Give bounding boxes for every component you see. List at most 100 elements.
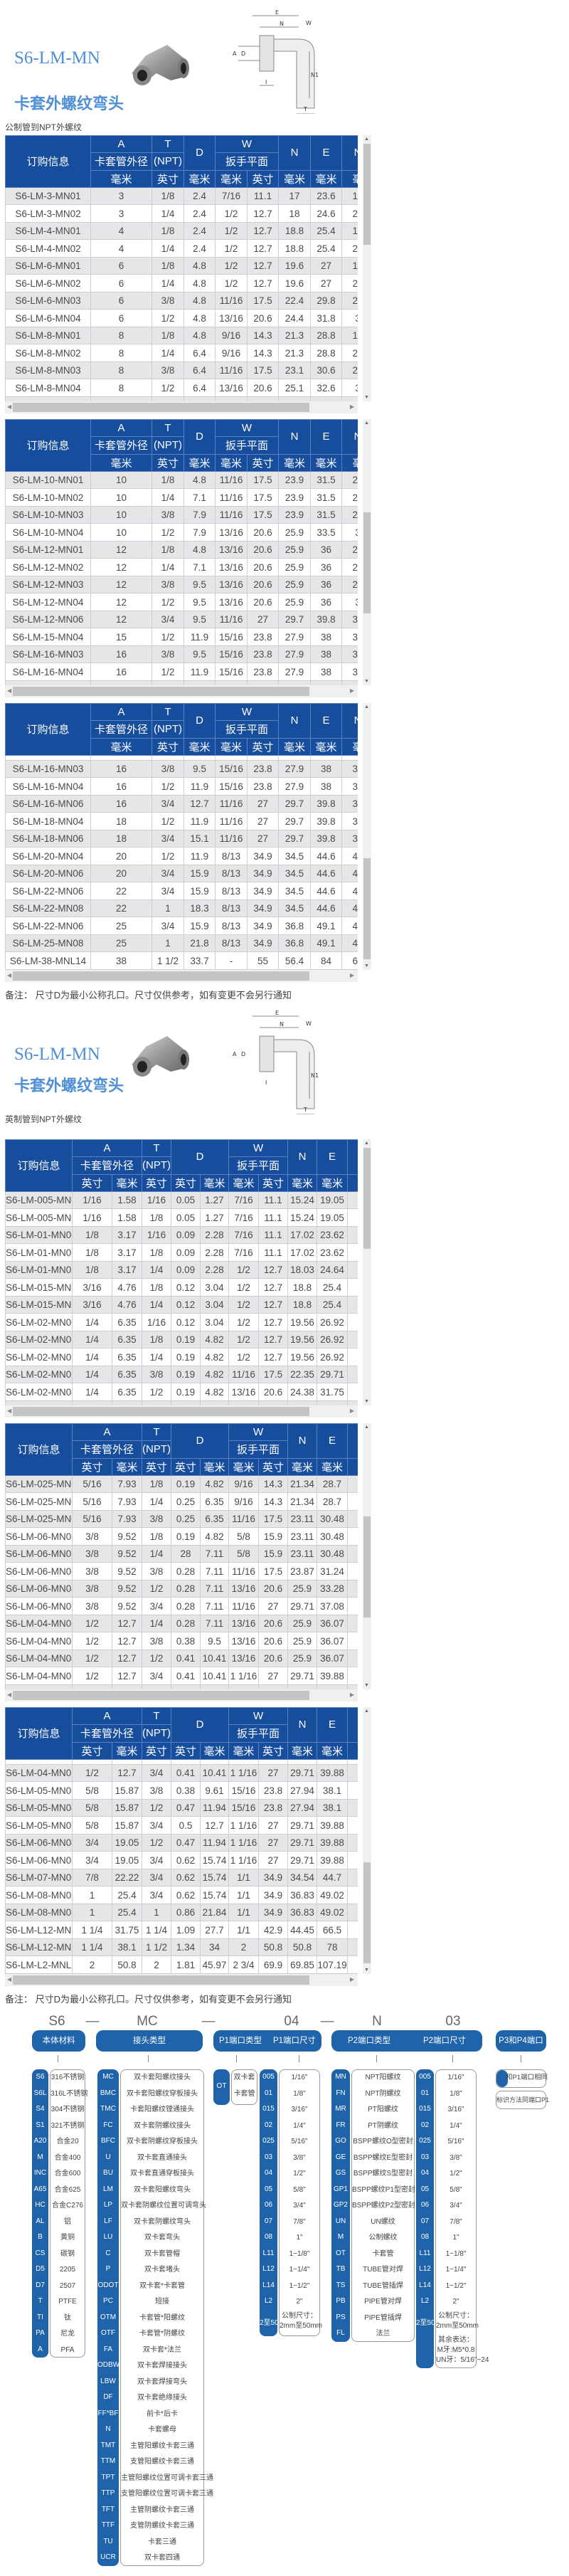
value-cell: 15/16 bbox=[228, 1798, 260, 1817]
vertical-scrollbar[interactable]: ▲ ▼ bbox=[363, 1707, 371, 1974]
value-cell: 25.4 bbox=[310, 239, 343, 258]
scroll-right-arrow-icon[interactable]: ▶ bbox=[349, 1691, 354, 1698]
scroll-right-arrow-icon[interactable]: ▶ bbox=[349, 687, 354, 694]
scrollbar-thumb[interactable] bbox=[13, 1407, 309, 1416]
scrollbar-thumb[interactable] bbox=[363, 144, 371, 246]
value-cell: 9.5 bbox=[200, 1632, 230, 1650]
value-cell: 44.6 bbox=[310, 899, 343, 918]
scroll-left-arrow-icon[interactable]: ◀ bbox=[7, 1691, 12, 1698]
value-cell: 69.85 bbox=[287, 1955, 318, 1974]
horizontal-scrollbar[interactable]: ◀ ▶ bbox=[5, 970, 358, 982]
header-unit: 英寸 bbox=[258, 1741, 289, 1760]
scrollbar-thumb[interactable] bbox=[13, 1975, 309, 1985]
description-item: 1/16" bbox=[291, 2074, 308, 2081]
scroll-down-arrow-icon[interactable]: ▼ bbox=[364, 1399, 369, 1404]
vertical-scrollbar[interactable]: ▲ ▼ bbox=[363, 419, 371, 685]
header-unit: 毫米 bbox=[228, 1457, 260, 1476]
scroll-up-arrow-icon[interactable]: ▲ bbox=[364, 421, 369, 426]
header-unit: 毫米 bbox=[317, 1741, 349, 1760]
scrollbar-thumb[interactable] bbox=[13, 971, 309, 981]
value-cell: 32.6 bbox=[310, 379, 343, 397]
order-code-cell: S6-LM-05-MN06 bbox=[5, 1816, 73, 1835]
order-code-cell: S6-LM-22-MN06 bbox=[5, 882, 91, 900]
scroll-right-arrow-icon[interactable]: ▶ bbox=[349, 1976, 354, 1983]
scroll-up-arrow-icon[interactable]: ▲ bbox=[364, 704, 369, 709]
value-cell: 1/16 bbox=[142, 1313, 172, 1331]
scroll-down-arrow-icon[interactable]: ▼ bbox=[364, 1683, 369, 1688]
vertical-scrollbar[interactable]: ▲ ▼ bbox=[363, 1423, 371, 1689]
scroll-up-arrow-icon[interactable]: ▲ bbox=[364, 1425, 369, 1430]
value-cell: 12.7 bbox=[258, 1313, 289, 1331]
scrollbar-thumb[interactable] bbox=[13, 1691, 309, 1700]
scroll-left-arrow-icon[interactable]: ◀ bbox=[7, 1976, 12, 1983]
scroll-down-arrow-icon[interactable]: ▼ bbox=[364, 964, 369, 968]
description-item: 1−1/4" bbox=[445, 2266, 467, 2274]
code-item: GE bbox=[335, 2153, 346, 2161]
horizontal-scrollbar[interactable]: ◀ ▶ bbox=[5, 685, 358, 697]
value-cell: 1/4 bbox=[72, 1330, 112, 1349]
header-e: E bbox=[317, 1139, 349, 1175]
code-item: 01 bbox=[420, 2089, 430, 2097]
table-row: S6-LM-08-MN08 1 25.4 1 0.86 21.84 1/1 34.9 36.83… bbox=[5, 1903, 358, 1922]
scrollbar-thumb[interactable] bbox=[13, 403, 309, 412]
scroll-left-arrow-icon[interactable]: ◀ bbox=[7, 403, 12, 410]
value-cell: 35 bbox=[341, 628, 358, 646]
value-cell: 7.11 bbox=[200, 1562, 230, 1580]
scrollbar-thumb[interactable] bbox=[13, 687, 309, 696]
scroll-up-arrow-icon[interactable]: ▲ bbox=[364, 1141, 369, 1146]
value-cell: 23.8 bbox=[246, 777, 280, 796]
scroll-right-arrow-icon[interactable]: ▶ bbox=[349, 403, 354, 410]
code-item: MC bbox=[102, 2073, 114, 2081]
value-cell: 3/16 bbox=[72, 1278, 112, 1297]
value-cell: 44.6 bbox=[310, 847, 343, 865]
value-cell: 11.1 bbox=[258, 1191, 289, 1210]
vertical-scrollbar[interactable]: ▲ ▼ bbox=[363, 703, 371, 970]
value-cell: 23.62 bbox=[317, 1243, 349, 1262]
header-n1: N bbox=[341, 135, 358, 171]
value-cell: 41 bbox=[341, 917, 358, 935]
description-item: 1−1/4" bbox=[289, 2266, 310, 2274]
value-cell: 45.97 bbox=[200, 1955, 230, 1974]
vertical-scrollbar[interactable]: ▲ ▼ bbox=[363, 135, 371, 401]
value-cell: 1/8 bbox=[72, 1225, 112, 1245]
description-item: 卡套管 bbox=[233, 2089, 255, 2098]
vertical-scrollbar[interactable]: ▲ ▼ bbox=[363, 1139, 371, 1405]
scrollbar-thumb[interactable] bbox=[363, 857, 371, 959]
header-a: A bbox=[90, 419, 152, 438]
value-cell: 15/16 bbox=[228, 1781, 260, 1800]
tick-line bbox=[148, 2055, 149, 2062]
value-cell: 7.1 bbox=[184, 488, 216, 507]
horizontal-scrollbar[interactable]: ◀ ▶ bbox=[5, 401, 358, 413]
order-code-cell: S6-LM-02-MN005 bbox=[5, 1313, 73, 1331]
scroll-down-arrow-icon[interactable]: ▼ bbox=[364, 1968, 369, 1973]
scrollbar-thumb[interactable] bbox=[363, 512, 371, 613]
scroll-up-arrow-icon[interactable]: ▲ bbox=[364, 137, 369, 142]
scroll-down-arrow-icon[interactable]: ▼ bbox=[364, 395, 369, 400]
scrollbar-thumb[interactable] bbox=[363, 1516, 371, 1617]
value-cell: 36 bbox=[310, 593, 343, 611]
horizontal-scrollbar[interactable]: ◀ ▶ bbox=[5, 1405, 358, 1418]
value-cell: 2 3/4 bbox=[228, 1955, 260, 1974]
code-item: N bbox=[105, 2425, 111, 2433]
value-cell: 1/2 bbox=[151, 777, 184, 796]
code-group-header: 接头类型 bbox=[96, 2030, 203, 2052]
scroll-left-arrow-icon[interactable]: ◀ bbox=[7, 972, 12, 978]
header-unit: 毫米 bbox=[317, 1173, 349, 1192]
value-cell: 13/16 bbox=[228, 1632, 260, 1650]
scroll-up-arrow-icon[interactable]: ▲ bbox=[364, 1709, 369, 1714]
scroll-left-arrow-icon[interactable]: ◀ bbox=[7, 687, 12, 694]
value-cell: 33.7 bbox=[184, 951, 216, 970]
code-item: S6L bbox=[33, 2089, 47, 2097]
scroll-down-arrow-icon[interactable]: ▼ bbox=[364, 679, 369, 684]
header-w: W bbox=[214, 419, 280, 438]
scrollbar-thumb[interactable] bbox=[363, 1148, 371, 1250]
value-cell: 38.1 bbox=[317, 1781, 349, 1800]
horizontal-scrollbar[interactable]: ◀ ▶ bbox=[5, 1689, 358, 1701]
value-cell: 7.93 bbox=[111, 1492, 143, 1511]
horizontal-scrollbar[interactable]: ◀ ▶ bbox=[5, 1974, 358, 1986]
scrollbar-thumb[interactable] bbox=[363, 1862, 371, 1963]
scroll-left-arrow-icon[interactable]: ◀ bbox=[7, 1408, 12, 1414]
scroll-right-arrow-icon[interactable]: ▶ bbox=[349, 972, 354, 978]
scroll-right-arrow-icon[interactable]: ▶ bbox=[349, 1408, 354, 1414]
header-w-sub: 扳手平面 bbox=[228, 1156, 289, 1175]
